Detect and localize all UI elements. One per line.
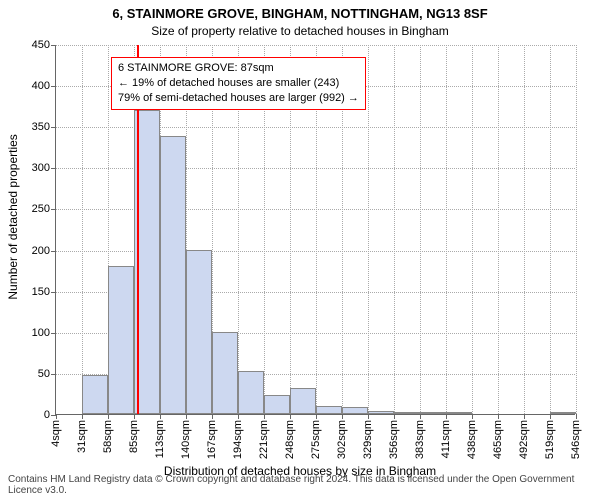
xtick-label: 302sqm xyxy=(336,420,348,459)
xtick-mark xyxy=(472,414,473,419)
title-line-2: Size of property relative to detached ho… xyxy=(0,24,600,38)
gridline-vertical xyxy=(498,45,499,414)
xtick-label: 194sqm xyxy=(232,420,244,459)
gridline-vertical xyxy=(524,45,525,414)
title-line-1: 6, STAINMORE GROVE, BINGHAM, NOTTINGHAM,… xyxy=(0,6,600,21)
ytick-label: 200 xyxy=(32,245,50,257)
xtick-label: 275sqm xyxy=(310,420,322,459)
ytick-mark xyxy=(51,168,56,169)
xtick-mark xyxy=(212,414,213,419)
xtick-label: 465sqm xyxy=(492,420,504,459)
xtick-mark xyxy=(56,414,57,419)
xtick-mark xyxy=(550,414,551,419)
xtick-mark xyxy=(394,414,395,419)
ytick-mark xyxy=(51,374,56,375)
histogram-bar xyxy=(446,412,472,414)
xtick-label: 140sqm xyxy=(180,420,192,459)
gridline-vertical xyxy=(550,45,551,414)
callout-line: ← 19% of detached houses are smaller (24… xyxy=(118,76,359,91)
xtick-label: 113sqm xyxy=(154,420,166,458)
xtick-mark xyxy=(420,414,421,419)
xtick-mark xyxy=(498,414,499,419)
xtick-label: 221sqm xyxy=(258,420,270,459)
histogram-bar xyxy=(264,395,290,414)
histogram-bar xyxy=(160,136,186,414)
xtick-label: 492sqm xyxy=(518,420,530,459)
chart-container: 6, STAINMORE GROVE, BINGHAM, NOTTINGHAM,… xyxy=(0,0,600,500)
gridline-vertical xyxy=(446,45,447,414)
plot-area: 0501001502002503003504004504sqm31sqm58sq… xyxy=(55,45,575,415)
histogram-bar xyxy=(290,388,316,414)
callout-box: 6 STAINMORE GROVE: 87sqm← 19% of detache… xyxy=(111,57,366,110)
xtick-mark xyxy=(238,414,239,419)
ytick-label: 250 xyxy=(32,203,50,215)
xtick-label: 329sqm xyxy=(362,420,374,459)
xtick-mark xyxy=(368,414,369,419)
histogram-bar xyxy=(420,412,446,414)
histogram-bar xyxy=(342,407,368,414)
xtick-label: 546sqm xyxy=(570,420,582,459)
ytick-mark xyxy=(51,45,56,46)
xtick-label: 519sqm xyxy=(544,420,556,459)
gridline-vertical xyxy=(82,45,83,414)
ytick-mark xyxy=(51,86,56,87)
xtick-label: 31sqm xyxy=(76,420,88,453)
ytick-mark xyxy=(51,251,56,252)
xtick-label: 4sqm xyxy=(50,420,62,447)
xtick-mark xyxy=(82,414,83,419)
xtick-mark xyxy=(134,414,135,419)
gridline-vertical xyxy=(394,45,395,414)
xtick-label: 248sqm xyxy=(284,420,296,459)
ytick-label: 450 xyxy=(32,39,50,51)
gridline-vertical xyxy=(420,45,421,414)
ytick-mark xyxy=(51,333,56,334)
xtick-mark xyxy=(316,414,317,419)
histogram-bar xyxy=(186,250,212,414)
histogram-bar xyxy=(550,412,576,414)
ytick-label: 400 xyxy=(32,80,50,92)
xtick-mark xyxy=(342,414,343,419)
histogram-bar xyxy=(82,375,108,414)
xtick-label: 356sqm xyxy=(388,420,400,459)
xtick-label: 85sqm xyxy=(128,420,140,453)
xtick-mark xyxy=(264,414,265,419)
xtick-label: 167sqm xyxy=(206,420,218,459)
ytick-mark xyxy=(51,209,56,210)
histogram-bar xyxy=(212,332,238,414)
histogram-bar xyxy=(394,412,420,414)
xtick-mark xyxy=(186,414,187,419)
histogram-bar xyxy=(368,411,394,414)
xtick-mark xyxy=(290,414,291,419)
xtick-label: 58sqm xyxy=(102,420,114,453)
xtick-label: 438sqm xyxy=(466,420,478,459)
xtick-label: 383sqm xyxy=(414,420,426,459)
xtick-mark xyxy=(160,414,161,419)
ytick-label: 300 xyxy=(32,162,50,174)
ytick-label: 100 xyxy=(32,327,50,339)
callout-line: 6 STAINMORE GROVE: 87sqm xyxy=(118,61,359,76)
gridline-vertical xyxy=(576,45,577,414)
xtick-mark xyxy=(524,414,525,419)
histogram-bar xyxy=(316,406,342,414)
ytick-label: 150 xyxy=(32,286,50,298)
xtick-mark xyxy=(446,414,447,419)
histogram-bar xyxy=(108,266,134,414)
xtick-label: 411sqm xyxy=(440,420,452,458)
gridline-vertical xyxy=(368,45,369,414)
ytick-label: 50 xyxy=(38,368,50,380)
ytick-mark xyxy=(51,292,56,293)
callout-line: 79% of semi-detached houses are larger (… xyxy=(118,91,359,106)
ytick-label: 350 xyxy=(32,121,50,133)
xtick-mark xyxy=(108,414,109,419)
ytick-mark xyxy=(51,127,56,128)
gridline-vertical xyxy=(472,45,473,414)
footer-text: Contains HM Land Registry data © Crown c… xyxy=(8,474,600,496)
y-axis-label: Number of detached properties xyxy=(6,134,20,299)
xtick-mark xyxy=(576,414,577,419)
histogram-bar xyxy=(238,371,264,414)
